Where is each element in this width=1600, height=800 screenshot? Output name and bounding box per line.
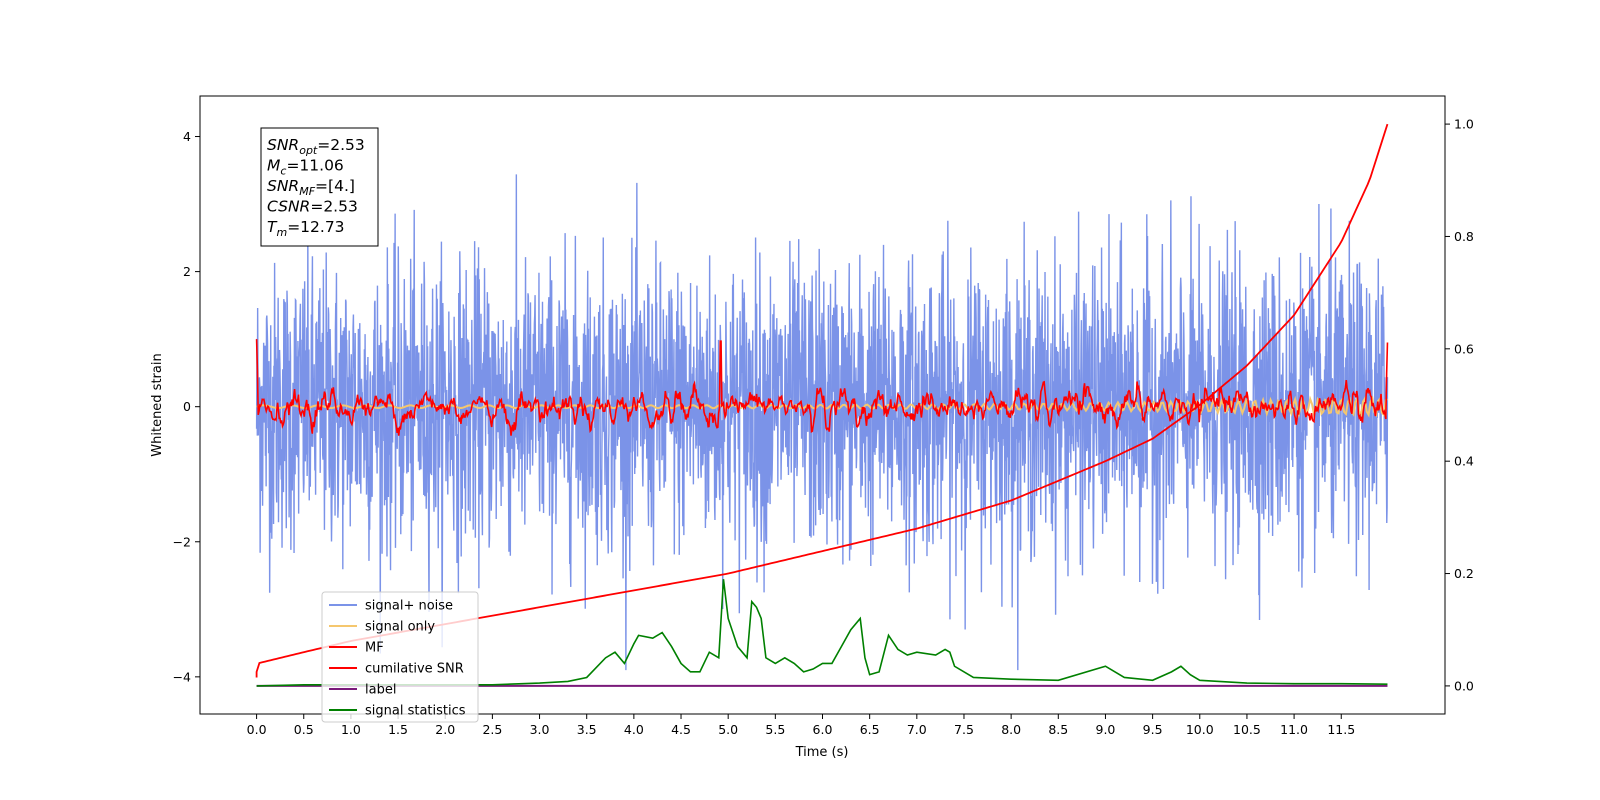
y2-tick-label: 0.2 [1454,566,1474,581]
x-tick-label: 2.5 [482,722,502,737]
annotation-line: Mc=11.06 [267,157,344,178]
x-axis-label: Time (s) [795,745,849,760]
legend-frame [321,591,479,723]
x-tick-label: 10.5 [1233,722,1261,737]
x-tick-label: 4.5 [671,722,691,737]
legend-label: signal statistics [365,704,466,719]
x-tick-label: 0.0 [247,722,267,737]
x-tick-label: 11.5 [1327,722,1355,737]
x-tick-label: 9.0 [1096,722,1116,737]
x-tick-label: 1.5 [388,722,408,737]
x-tick-label: 10.0 [1186,722,1214,737]
x-tick-label: 5.5 [765,722,785,737]
y-tick-label: 4 [183,129,191,144]
x-axis-ticks: 0.0 0.5 1.0 1.5 2.0 2.5 3.0 3.5 4.0 4.5 5.0 5.5 6.0 6… [247,714,1355,737]
x-tick-label: 11.0 [1280,722,1308,737]
y2-tick-label: 0.6 [1454,341,1474,356]
series-signal-noise [255,174,1389,671]
y2-tick-label: 0.4 [1454,454,1474,469]
legend-label: MF [365,641,384,656]
y2-tick-label: 0.8 [1454,229,1474,244]
x-tick-label: 3.5 [577,722,597,737]
x-tick-label: 7.0 [907,722,927,737]
legend-label: signal+ noise [365,599,453,614]
x-tick-label: 1.0 [341,722,361,737]
series-mf [255,339,1389,436]
legend-label: label [365,683,396,698]
annotation-line: CSNR=2.53 [267,198,358,216]
legend-label: cumilative SNR [365,662,464,677]
x-tick-label: 4.0 [624,722,644,737]
x-tick-label: 7.5 [954,722,974,737]
y2-tick-label: 1.0 [1454,117,1474,132]
annotation-frame [260,127,379,247]
x-tick-label: 0.5 [294,722,314,737]
x-tick-label: 6.0 [813,722,833,737]
annotation-line: SNRMF=[4.] [267,177,355,198]
y-tick-label: −4 [173,669,191,684]
y2-axis-ticks: 0.0 0.2 0.4 0.6 0.8 1.0 [1445,117,1474,693]
annotation-line: Tm=12.73 [267,218,345,239]
x-tick-label: 2.0 [435,722,455,737]
y-tick-label: 2 [183,264,191,279]
x-tick-label: 8.0 [1001,722,1021,737]
x-tick-label: 5.0 [718,722,738,737]
legend: signal+ noise signal only MF cumilative SNR… [321,591,479,723]
series-signal-statistics [256,579,1388,687]
annotation-line: SNRopt=2.53 [267,136,365,157]
x-tick-label: 8.5 [1048,722,1068,737]
y-axis-label: Whitened strain [150,353,165,456]
y-axis-ticks: −4 −2 0 2 4 [173,129,200,684]
x-tick-label: 3.0 [530,722,550,737]
y-tick-label: −2 [173,534,191,549]
legend-label: signal only [365,620,435,635]
y-tick-label: 0 [183,399,191,414]
x-tick-label: 9.5 [1143,722,1163,737]
y2-tick-label: 0.0 [1454,678,1474,693]
x-tick-label: 6.5 [860,722,880,737]
